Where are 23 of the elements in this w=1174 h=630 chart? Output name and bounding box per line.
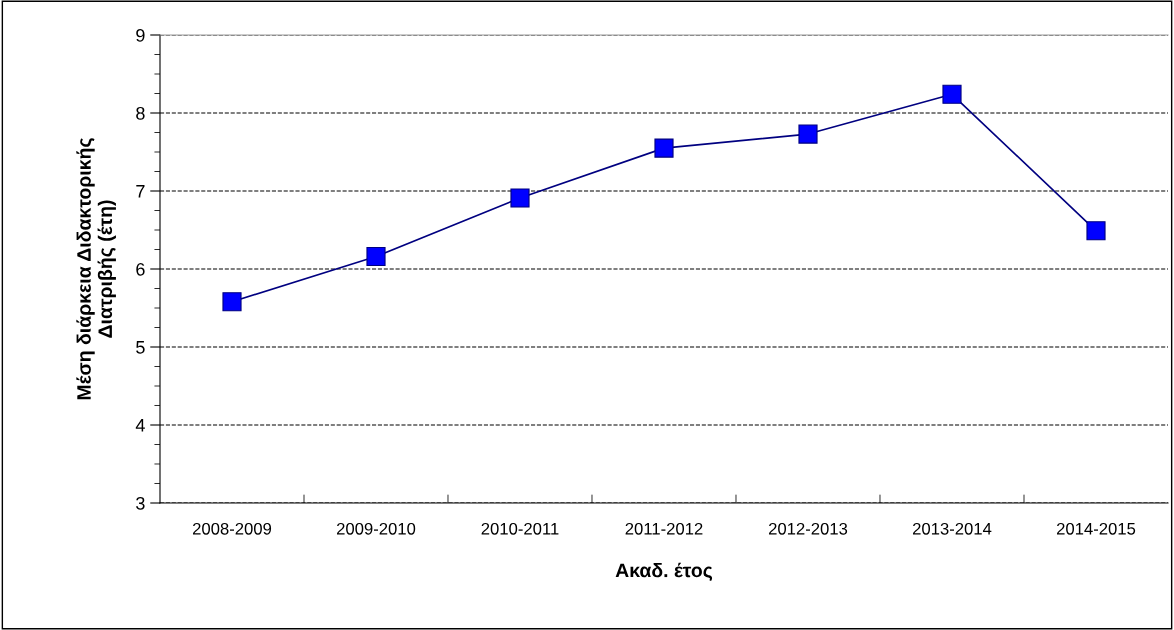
x-tick-label: 2011-2012 [625,522,703,535]
y-axis-title: Μέση διάρκεια Διδακτορικής Διατριβής (έτη) [76,138,116,400]
point [366,246,386,267]
x-tick-label: 2008-2009 [192,522,272,535]
y-tick-label: 7 [136,185,145,198]
x-tick-label: 2013-2014 [912,522,992,535]
point [798,124,818,144]
y-tick-label: 4 [135,419,145,432]
y-tick-label: 3 [136,496,145,510]
y-tick-label: 6 [136,262,145,276]
point [222,292,242,312]
point [510,188,530,208]
point [654,138,674,158]
y-tick-label: 5 [136,341,145,354]
x-tick-label: 2010-2011 [481,522,559,535]
x-tick-label: 2012-2013 [768,522,848,535]
x-tick-label: 2009-2010 [336,522,416,535]
x-axis-title: Ακαδ. έτος [615,562,713,581]
y-tick-label: 8 [136,106,145,120]
x-tick-label: 2014-2015 [1056,522,1136,535]
point [942,84,962,104]
y-tick-label: 9 [136,28,145,42]
point [1086,221,1106,241]
